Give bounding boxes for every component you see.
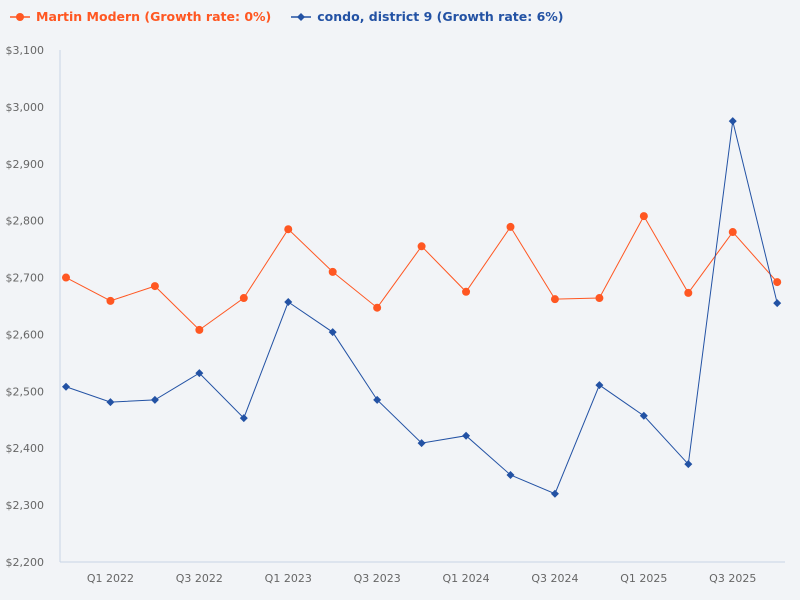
legend-item-condo-district-9[interactable]: condo, district 9 (Growth rate: 6%) <box>291 9 564 24</box>
data-point <box>684 460 693 469</box>
x-tick-label: Q3 2025 <box>709 572 756 585</box>
y-tick-label: $2,900 <box>6 158 45 171</box>
y-tick-label: $2,700 <box>6 272 45 285</box>
x-tick-label: Q1 2023 <box>265 572 312 585</box>
diamond-marker-icon <box>291 12 312 21</box>
data-point <box>550 295 559 304</box>
data-point <box>373 395 382 404</box>
data-point <box>773 278 782 287</box>
legend-label: condo, district 9 (Growth rate: 6%) <box>317 9 564 24</box>
legend-label: Martin Modern (Growth rate: 0%) <box>36 9 272 24</box>
data-point <box>506 222 515 231</box>
data-point <box>195 325 204 334</box>
data-point <box>62 273 70 282</box>
y-tick-label: $2,200 <box>6 556 45 569</box>
series-line <box>65 215 778 331</box>
y-tick-label: $3,000 <box>6 101 45 114</box>
data-point <box>284 225 293 234</box>
data-point <box>462 287 471 296</box>
data-point <box>106 296 115 305</box>
y-tick-label: $2,400 <box>6 442 45 455</box>
data-point <box>639 212 648 221</box>
x-tick-label: Q1 2025 <box>620 572 667 585</box>
data-point <box>328 267 337 276</box>
data-point <box>773 299 782 308</box>
data-point <box>284 298 293 307</box>
x-tick-label: Q1 2022 <box>87 572 134 585</box>
data-point <box>150 282 159 291</box>
y-tick-label: $2,800 <box>6 215 45 228</box>
data-point <box>106 398 115 407</box>
data-point <box>595 294 604 303</box>
legend: Martin Modern (Growth rate: 0%) condo, d… <box>10 9 564 24</box>
x-tick-label: Q3 2024 <box>531 572 578 585</box>
data-point <box>417 439 426 448</box>
circle-marker-icon <box>10 12 30 21</box>
x-tick-label: Q3 2022 <box>176 572 223 585</box>
data-point <box>373 303 382 312</box>
data-point <box>150 395 159 404</box>
data-point <box>62 382 70 391</box>
data-point <box>417 242 426 251</box>
y-tick-label: $2,500 <box>6 385 45 398</box>
y-tick-label: $2,300 <box>6 499 45 512</box>
legend-item-martin-modern[interactable]: Martin Modern (Growth rate: 0%) <box>10 9 271 24</box>
data-point <box>550 489 559 498</box>
data-point <box>684 288 693 297</box>
data-point <box>506 470 515 479</box>
x-tick-label: Q1 2024 <box>442 572 489 585</box>
y-tick-label: $3,100 <box>6 44 45 57</box>
data-point <box>462 431 471 440</box>
x-tick-label: Q3 2023 <box>354 572 401 585</box>
y-tick-label: $2,600 <box>6 328 45 341</box>
data-point <box>728 117 737 126</box>
data-point <box>195 369 204 378</box>
series-line <box>65 120 778 495</box>
data-point <box>239 294 248 303</box>
data-point <box>328 328 337 337</box>
data-point <box>728 228 737 237</box>
data-point <box>595 381 604 390</box>
data-point <box>639 411 648 420</box>
data-point <box>239 414 248 423</box>
